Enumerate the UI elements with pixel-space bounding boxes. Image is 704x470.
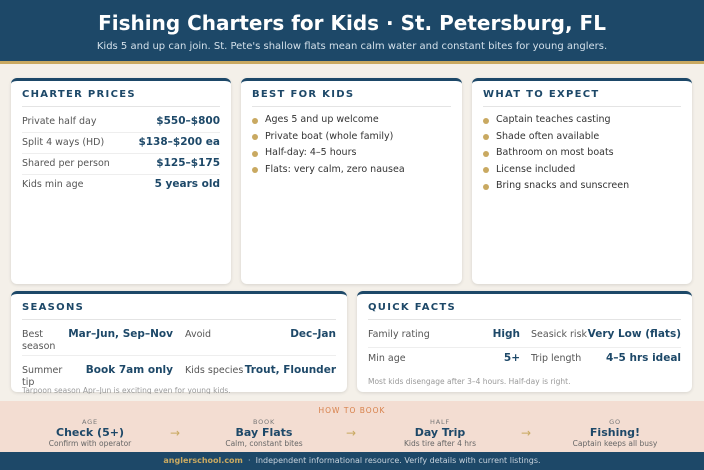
step-kicker: HALF bbox=[430, 418, 450, 426]
list-item: Private boat (whole family) bbox=[265, 130, 394, 142]
step-title: Check (5+) bbox=[56, 426, 124, 439]
footer-text: Independent informational resource. Veri… bbox=[255, 456, 541, 465]
list-item: Bring snacks and sunscreen bbox=[496, 180, 630, 192]
row-value: $138–$200 ea bbox=[138, 136, 220, 148]
footer: anglerschool.com · Independent informati… bbox=[0, 452, 704, 470]
bullet bbox=[252, 150, 258, 157]
row-value: Very Low (flats) bbox=[587, 328, 681, 340]
section-title: HOW TO BOOK bbox=[318, 406, 386, 415]
card-title: SEASONS bbox=[22, 302, 85, 313]
divider bbox=[252, 106, 451, 107]
card-title: QUICK FACTS bbox=[368, 302, 456, 313]
row-label: Kids min age bbox=[22, 179, 84, 190]
bullet bbox=[483, 167, 489, 174]
row-value: Dec–Jan bbox=[290, 328, 336, 340]
note: Most kids disengage after 3–4 hours. Hal… bbox=[368, 377, 571, 386]
list-item: Flats: very calm, zero nausea bbox=[265, 163, 405, 175]
row-divider bbox=[22, 132, 220, 133]
card-title: WHAT TO EXPECT bbox=[483, 89, 600, 100]
step-sub: Captain keeps all busy bbox=[572, 439, 658, 448]
row-value: High bbox=[492, 328, 520, 340]
row-label: Best season bbox=[22, 329, 56, 352]
row-label: Private half day bbox=[22, 116, 97, 127]
card: SEASONS Best season Mar–Jun, Sep–Nov Avoid D… bbox=[11, 291, 347, 394]
bullet bbox=[483, 117, 489, 124]
step-kicker: BOOK bbox=[252, 418, 276, 426]
list-item: Shade often available bbox=[496, 130, 600, 142]
card: QUICK FACTS Family rating High Seasick risk… bbox=[357, 291, 692, 392]
how-to-book: HOW TO BOOK → → → AGE Check (5+) Confirm w… bbox=[0, 401, 704, 452]
row-value: Book 7am only bbox=[85, 364, 173, 376]
row-label: Kids species bbox=[185, 365, 244, 376]
row-label: Min age bbox=[368, 353, 406, 364]
card-title: CHARTER PRICES bbox=[22, 89, 136, 100]
step-title: Bay Flats bbox=[235, 426, 293, 439]
card: CHARTER PRICES Private half day $550–$800 S… bbox=[11, 78, 231, 284]
divider bbox=[483, 106, 681, 107]
row-value: 5+ bbox=[503, 352, 520, 364]
card: BEST FOR KIDS Ages 5 and up welcome Privat… bbox=[241, 78, 462, 284]
step-title: Fishing! bbox=[589, 426, 641, 439]
separator: · bbox=[242, 456, 256, 465]
row-value: Trout, Flounder bbox=[244, 364, 336, 376]
list-item: Ages 5 and up welcome bbox=[265, 114, 379, 125]
row-divider bbox=[368, 347, 681, 348]
bullet bbox=[483, 150, 489, 157]
card-title: BEST FOR KIDS bbox=[252, 89, 355, 100]
list-item: Bathroom on most boats bbox=[496, 147, 614, 159]
step-kicker: AGE bbox=[82, 418, 98, 426]
row-label: Avoid bbox=[185, 329, 212, 340]
arrow: → bbox=[521, 426, 532, 440]
row-divider bbox=[22, 174, 220, 175]
row-label: Seasick risk bbox=[531, 329, 588, 340]
row-value: $125–$175 bbox=[156, 157, 220, 169]
list-item: Captain teaches casting bbox=[496, 114, 611, 125]
header: Fishing Charters for Kids · St. Petersbu… bbox=[0, 0, 704, 64]
bullet bbox=[483, 134, 489, 141]
row-divider bbox=[22, 355, 336, 356]
subtitle: Kids 5 and up can join. St. Pete's shall… bbox=[96, 41, 608, 52]
bullet bbox=[252, 134, 258, 141]
row-label: Summer tip bbox=[22, 365, 63, 388]
divider bbox=[368, 319, 681, 320]
list-item: License included bbox=[496, 163, 576, 175]
arrow: → bbox=[170, 426, 181, 440]
bullet bbox=[252, 167, 258, 174]
step-sub: Calm, constant bites bbox=[225, 439, 303, 448]
row-label: Split 4 ways (HD) bbox=[22, 137, 105, 148]
row-label: Shared per person bbox=[22, 158, 110, 169]
divider bbox=[22, 106, 220, 107]
step-sub: Confirm with operator bbox=[48, 439, 132, 448]
row-divider bbox=[22, 153, 220, 154]
row-value: 5 years old bbox=[154, 178, 220, 190]
row-value: Mar–Jun, Sep–Nov bbox=[68, 328, 173, 340]
row-label: Family rating bbox=[368, 329, 430, 340]
step-title: Day Trip bbox=[414, 426, 466, 439]
divider bbox=[22, 319, 336, 320]
list-item: Half-day: 4–5 hours bbox=[265, 147, 357, 159]
arrow: → bbox=[346, 426, 357, 440]
bullet bbox=[252, 117, 258, 124]
bullet bbox=[483, 183, 489, 190]
site: anglerschool.com bbox=[163, 456, 243, 465]
row-label: Trip length bbox=[531, 353, 582, 364]
step-sub: Kids tire after 4 hrs bbox=[403, 439, 477, 448]
step-kicker: GO bbox=[609, 418, 621, 426]
row-value: 4–5 hrs ideal bbox=[606, 352, 681, 364]
note: Tarpoon season Apr–Jun is exciting even … bbox=[22, 386, 231, 394]
card: WHAT TO EXPECT Captain teaches casting Sha… bbox=[472, 78, 692, 284]
row-value: $550–$800 bbox=[156, 115, 220, 127]
title: Fishing Charters for Kids · St. Petersbu… bbox=[98, 11, 606, 35]
